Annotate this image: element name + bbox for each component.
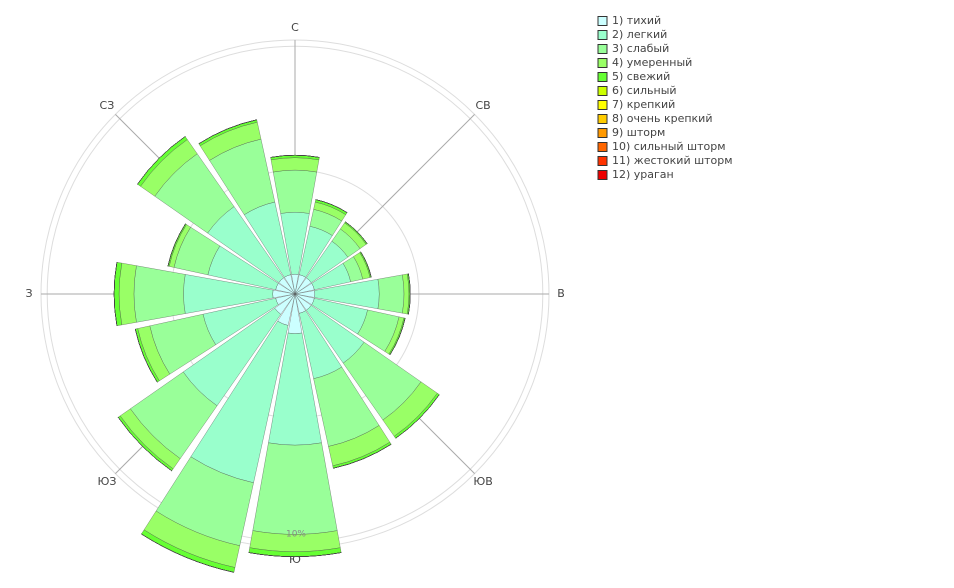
- legend-swatch: [597, 72, 608, 82]
- legend-label: 10) сильный шторм: [612, 140, 726, 153]
- legend-swatch: [597, 44, 608, 54]
- wedge: [377, 274, 405, 314]
- legend-swatch: [597, 142, 608, 152]
- legend-label: 7) крепкий: [612, 98, 675, 111]
- wedge: [272, 169, 318, 214]
- wedge: [315, 199, 348, 213]
- angular-tick-label: СЗ: [100, 99, 115, 112]
- legend-swatch: [597, 100, 608, 110]
- wedge: [113, 262, 118, 326]
- legend-label: 3) слабый: [612, 42, 669, 55]
- radial-tick-label: 10%: [286, 529, 306, 539]
- angular-tick-label: СВ: [475, 99, 490, 112]
- legend-label: 1) тихий: [612, 14, 661, 27]
- legend-swatch: [597, 128, 608, 138]
- legend-label: 4) умеренный: [612, 56, 692, 69]
- wedge: [252, 442, 338, 535]
- legend-label: 9) шторм: [612, 126, 665, 139]
- legend-label: 12) ураган: [612, 168, 674, 181]
- wedge: [345, 221, 368, 244]
- legend-label: 8) очень крепкий: [612, 112, 712, 125]
- wedge: [133, 265, 186, 323]
- legend-swatch: [597, 16, 608, 26]
- legend-swatch: [597, 170, 608, 180]
- angular-tick-label: ЮЗ: [97, 475, 116, 488]
- legend-swatch: [597, 58, 608, 68]
- wedge: [270, 157, 320, 173]
- legend-label: 11) жестокий шторм: [612, 154, 733, 167]
- wedge: [118, 262, 137, 326]
- wedge: [270, 155, 320, 158]
- legend-label: 5) свежий: [612, 70, 670, 83]
- angular-tick-label: С: [291, 21, 299, 34]
- legend-swatch: [597, 114, 608, 124]
- wedge: [360, 251, 372, 278]
- angular-tick-label: В: [557, 287, 565, 300]
- wedge: [135, 328, 158, 383]
- angular-tick-label: ЮВ: [473, 475, 492, 488]
- legend-swatch: [597, 156, 608, 166]
- angular-tick-label: З: [25, 287, 32, 300]
- legend-label: 2) легкий: [612, 28, 667, 41]
- wedge: [198, 119, 257, 144]
- legend-label: 6) сильный: [612, 84, 677, 97]
- legend-swatch: [597, 30, 608, 40]
- wedge: [333, 444, 392, 469]
- wedge: [141, 533, 234, 573]
- legend-swatch: [597, 86, 608, 96]
